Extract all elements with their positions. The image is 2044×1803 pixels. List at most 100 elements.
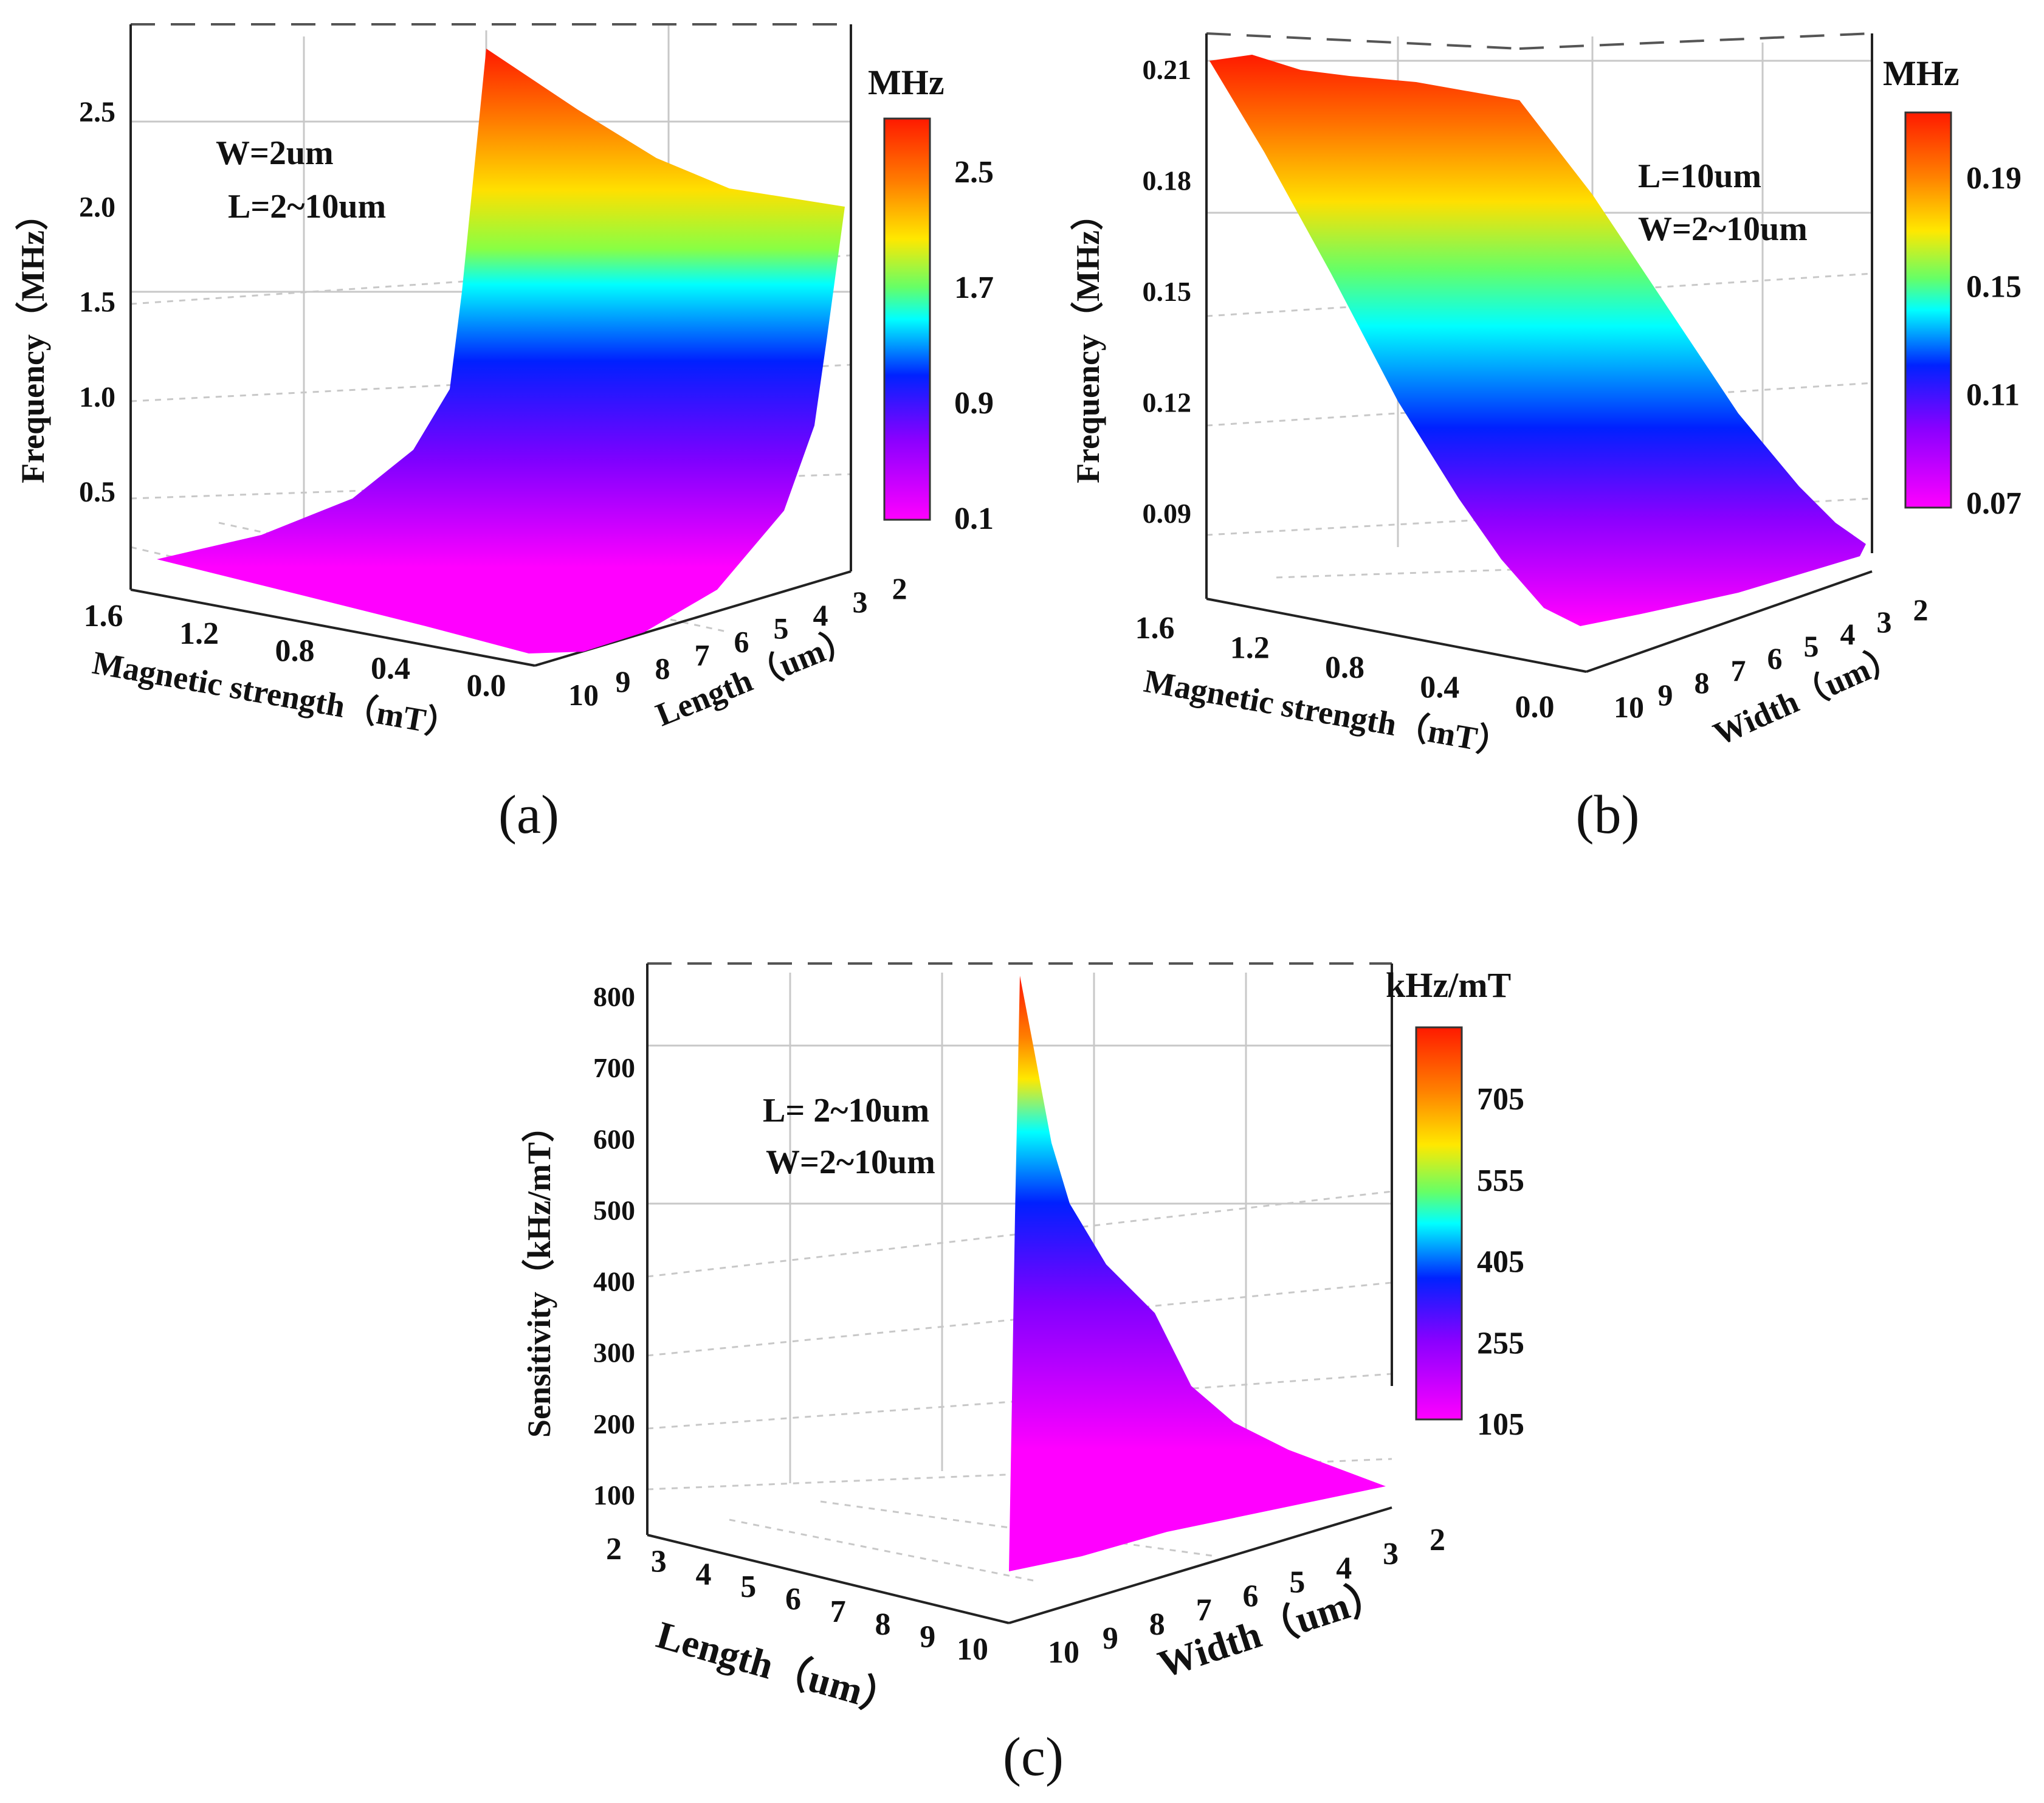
panel-c-ytick-1: 9 [1103,1621,1118,1656]
panel-c-ytick-0: 10 [1048,1635,1079,1670]
panel-c-annotation-2: W=2~10um [766,1143,935,1181]
panel-a-ylabel: Length（um） [651,620,861,733]
panel-b-ztick-1: 0.12 [1143,387,1192,418]
panel-b-ztick-0: 0.09 [1143,498,1192,529]
panel-c-xtick-3: 5 [740,1570,756,1604]
panel-c-ztick-1: 200 [593,1408,635,1439]
panel-a-annotation-1: W=2um [216,134,334,172]
panel-c-cbtick-0: 705 [1477,1082,1524,1117]
panel-c-xtick-0: 2 [606,1532,622,1567]
panel-a-cbtick-3: 0.1 [954,502,994,536]
panel-c-xtick-7: 9 [920,1619,935,1654]
panel-b-ytick-1: 9 [1658,678,1673,712]
panel-a-ytick-0: 10 [568,678,599,712]
panel-c-ztick-0: 100 [593,1480,635,1511]
panel-a-zlabel: Frequency（MHz） [15,198,51,483]
panel-a-ztick-3: 2.0 [79,191,115,223]
panel-c-xlabel: Length（um） [652,1613,905,1723]
panel-c-xtick-8: 10 [957,1632,988,1667]
panel-b-ztick-3: 0.18 [1143,165,1192,196]
panel-b-xtick-0: 1.6 [1135,611,1175,646]
panel-b-xtick-2: 0.8 [1325,650,1364,685]
panel-b-ytick-0: 10 [1614,690,1644,724]
panel-a-xtick-4: 0.0 [467,669,506,703]
panel-c-ytick-5: 5 [1289,1565,1305,1599]
panel-a-ytick-1: 9 [616,664,631,698]
panel-c-cbtick-4: 105 [1477,1407,1524,1442]
panel-c-ytick-2: 8 [1149,1607,1165,1642]
panel-b-xtick-3: 0.4 [1420,671,1459,705]
chart-panel-b: 0.09 0.12 0.15 0.18 0.21 1.6 1.2 0.8 0.4 0.0 10 9… [1070,32,2022,845]
panel-a-cbtick-2: 0.9 [954,386,994,421]
panel-b-cbtick-0: 0.19 [1966,161,2022,196]
panel-b-colorbar [1904,111,1952,509]
panel-b-zlabel: Frequency（MHz） [1070,198,1106,483]
panel-b-xtick-4: 0.0 [1515,690,1555,725]
panel-c-cbtick-3: 255 [1477,1326,1524,1360]
panel-c-cbtick-2: 405 [1477,1245,1524,1280]
panel-c-ytick-8: 2 [1430,1523,1445,1557]
panel-c-xtick-2: 4 [696,1557,712,1591]
panel-c-ztick-7: 800 [593,981,635,1012]
panel-b-cbtick-1: 0.15 [1966,269,2022,304]
panel-a-ztick-2: 1.5 [79,286,115,319]
panel-c-ztick-2: 300 [593,1337,635,1368]
panel-a-cbtick-0: 2.5 [954,155,994,190]
panel-c-annotation-1: L= 2~10um [763,1092,929,1129]
panel-c-ztick-3: 400 [593,1266,635,1297]
panel-c-surface [1009,976,1386,1571]
panel-b-axes [1205,32,1873,673]
panel-b-ytick-2: 8 [1695,666,1710,700]
panel-c-colorbar [1415,1026,1463,1421]
panel-c-ztick-4: 500 [593,1195,635,1226]
panel-b-surface [1210,55,1866,626]
panel-c-ytick-7: 3 [1383,1537,1399,1571]
panel-b-cbtick-2: 0.11 [1966,378,2020,413]
panel-b-caption: (b) [1576,785,1640,845]
panel-c-xtick-4: 6 [785,1582,801,1617]
panel-b-ytick-3: 7 [1731,653,1746,688]
panel-a-ytick-6: 4 [813,598,828,632]
panel-a-ytick-5: 5 [774,612,789,646]
panel-a-xtick-1: 1.2 [179,616,219,651]
panel-a-ztick-1: 1.0 [79,381,115,413]
panel-c-ztick-6: 700 [593,1052,635,1083]
panel-a-ytick-7: 3 [853,585,868,619]
panel-b-cbtick-3: 0.07 [1966,486,2022,521]
panel-b-colorbar-unit: MHz [1883,53,1960,93]
panel-a-colorbar-unit: MHz [868,63,945,102]
panel-a-cbtick-1: 1.7 [954,271,994,305]
panel-a-xtick-0: 1.6 [84,599,123,633]
panel-b-ztick-4: 0.21 [1143,54,1192,85]
panel-c-caption: (c) [1003,1727,1064,1787]
panel-c-ytick-4: 6 [1243,1579,1259,1614]
panel-b-ytick-7: 3 [1877,605,1892,639]
panel-c-colorbar-unit: kHz/mT [1386,965,1511,1005]
panel-c-ytick-6: 4 [1336,1551,1352,1585]
panel-c-xtick-5: 7 [830,1594,846,1629]
panel-a-ytick-3: 7 [695,638,710,672]
panel-a-xtick-2: 0.8 [275,634,315,669]
chart-panel-a: 0.5 1.0 1.5 2.0 2.5 1.6 1.2 0.8 0.4 0.0 10 9 8 7 6 5 4… [15,23,994,845]
panel-b-ztick-2: 0.15 [1143,276,1192,307]
panel-a-ztick-0: 0.5 [79,476,115,508]
panel-b-annotation-1: L=10um [1638,157,1761,195]
panel-c-axes [646,962,1393,1624]
panel-a-colorbar [883,117,931,521]
panel-c-zlabel: Sensitivity（kHz/mT） [521,1109,557,1438]
panel-b-ytick-8: 2 [1913,593,1929,627]
panel-c-ztick-5: 600 [593,1123,635,1154]
panel-a-xtick-3: 0.4 [371,651,410,686]
panel-b-ytick-4: 6 [1767,641,1783,675]
panel-c-ytick-3: 7 [1196,1593,1212,1628]
panel-a-ytick-4: 6 [734,625,749,659]
panel-a-caption: (a) [498,785,559,845]
panel-c-cbtick-1: 555 [1477,1164,1524,1198]
panel-c-xtick-6: 8 [875,1607,891,1642]
panel-a-surface [157,49,845,653]
panel-a-ytick-8: 2 [892,571,907,605]
panel-b-xtick-1: 1.2 [1230,631,1270,666]
panel-a-ytick-2: 8 [655,651,670,685]
